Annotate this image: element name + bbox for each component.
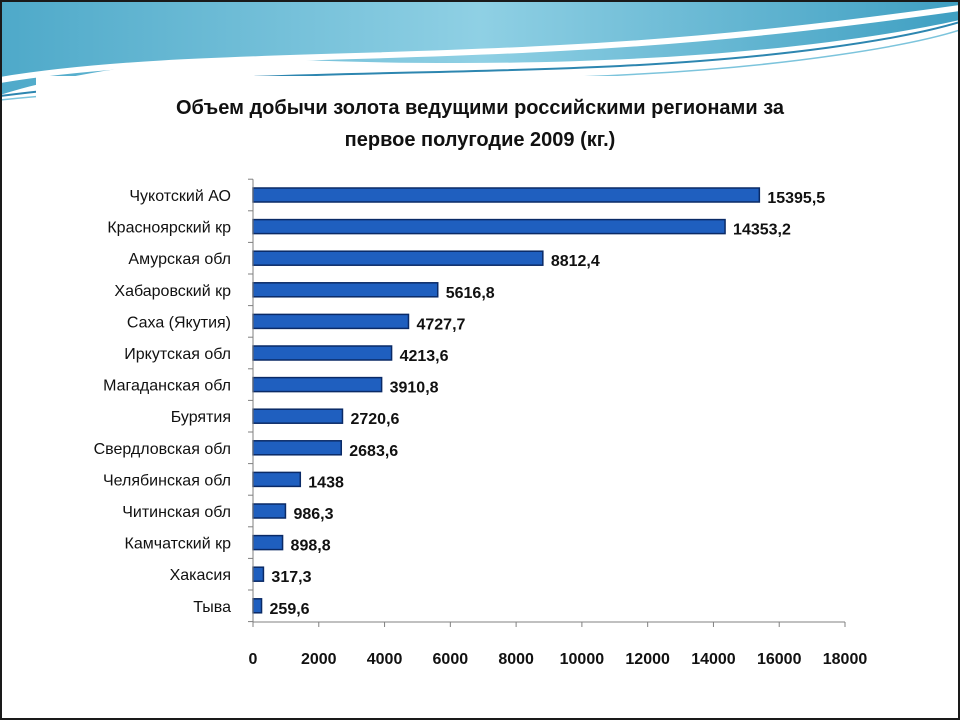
data-label: 4727,7 <box>416 316 465 333</box>
category-label: Читинская обл <box>122 504 231 521</box>
x-tick-label: 4000 <box>367 651 403 668</box>
category-label: Магаданская обл <box>103 378 231 395</box>
data-label: 317,3 <box>271 569 311 586</box>
data-label: 5616,8 <box>446 285 495 302</box>
bar <box>252 282 439 298</box>
bar <box>252 534 284 551</box>
data-label: 898,8 <box>291 538 331 555</box>
chart-title-line-2: первое полугодие 2009 (кг.) <box>344 129 616 151</box>
bar <box>252 566 265 582</box>
x-tick-label: 2000 <box>301 651 337 668</box>
x-tick-label: 18000 <box>823 651 868 668</box>
bar <box>252 598 263 614</box>
bar <box>252 408 344 424</box>
bar <box>252 503 287 519</box>
axes-group <box>248 178 846 627</box>
header-wave-decoration <box>0 0 960 110</box>
bar <box>252 376 383 393</box>
data-label: 8812,4 <box>551 253 600 270</box>
data-label: 14353,2 <box>733 222 791 239</box>
bars-group <box>252 187 761 614</box>
category-label: Камчатский кр <box>125 536 232 553</box>
data-label: 986,3 <box>293 506 333 523</box>
category-label: Бурятия <box>171 409 231 426</box>
data-label: 2720,6 <box>350 411 399 428</box>
bar <box>252 345 393 361</box>
category-label: Челябинская обл <box>103 472 231 489</box>
category-label: Саха (Якутия) <box>127 314 231 331</box>
bar <box>252 187 761 203</box>
x-tick-label: 6000 <box>433 651 469 668</box>
bar <box>252 218 726 235</box>
category-label: Чукотский АО <box>129 188 231 205</box>
category-label: Свердловская обл <box>94 441 231 458</box>
data-label: 15395,5 <box>767 190 825 207</box>
category-label: Тыва <box>193 599 231 616</box>
chart-title: Объем добычи золота ведущими российскими… <box>60 92 900 156</box>
bar <box>252 440 343 456</box>
category-label: Иркутская обл <box>124 346 231 363</box>
category-label: Хакасия <box>170 567 231 584</box>
category-label: Хабаровский кр <box>114 283 231 300</box>
category-label: Амурская обл <box>128 251 231 268</box>
x-tick-label: 12000 <box>625 651 670 668</box>
data-label: 259,6 <box>270 601 310 618</box>
bar <box>252 313 410 330</box>
data-label: 1438 <box>308 474 344 491</box>
category-label: Красноярский кр <box>107 220 231 237</box>
x-tick-label: 8000 <box>498 651 534 668</box>
x-tick-label: 16000 <box>757 651 802 668</box>
labels-group: 0 2000 4000 6000 8000 10000 12000 14000 16000 180… <box>94 188 868 668</box>
bar <box>252 471 302 488</box>
x-tick-label: 0 <box>249 651 258 668</box>
chart-title-line-1: Объем добычи золота ведущими российскими… <box>176 97 784 119</box>
x-tick-label: 14000 <box>691 651 736 668</box>
data-label: 2683,6 <box>349 443 398 460</box>
data-label: 4213,6 <box>400 348 449 365</box>
data-label: 3910,8 <box>390 380 439 397</box>
bar <box>252 250 544 266</box>
x-tick-label: 10000 <box>560 651 605 668</box>
